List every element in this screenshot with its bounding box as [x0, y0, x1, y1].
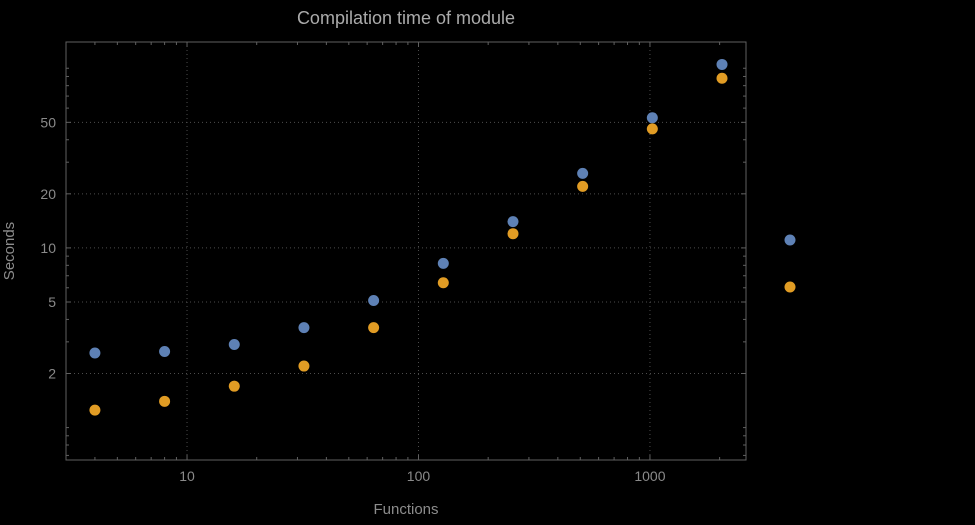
data-points	[89, 58, 728, 416]
data-point-series-blue	[507, 216, 519, 228]
data-point-series-blue	[716, 58, 728, 70]
data-point-series-blue	[89, 347, 101, 359]
y-tick-label: 20	[40, 186, 56, 202]
data-point-series-orange	[716, 72, 728, 84]
data-point-series-blue	[228, 339, 240, 351]
data-point-series-blue	[437, 257, 449, 269]
x-axis-label: Functions	[373, 501, 438, 518]
x-tick-label: 100	[407, 468, 431, 484]
data-point-series-blue	[368, 294, 380, 306]
data-point-series-blue	[577, 167, 589, 179]
legend-marker-series-blue	[784, 234, 796, 246]
data-point-series-orange	[577, 180, 589, 192]
tick-labels: 10 100 1000 2 5 10 20 50	[40, 114, 665, 484]
y-tick-label: 10	[40, 240, 56, 256]
y-tick-label: 50	[40, 114, 56, 130]
y-tick-label: 2	[48, 365, 56, 381]
y-axis-label: Seconds	[1, 222, 18, 280]
x-tick-label: 10	[179, 468, 195, 484]
plot-frame	[65, 41, 747, 461]
legend	[784, 234, 796, 293]
data-point-series-blue	[646, 112, 658, 124]
gridlines	[66, 42, 746, 460]
data-point-series-orange	[437, 277, 449, 289]
chart-title: Compilation time of module	[297, 8, 515, 28]
data-point-series-orange	[228, 380, 240, 392]
data-point-series-orange	[507, 228, 519, 240]
y-tick-label: 5	[48, 294, 56, 310]
data-point-series-blue	[159, 346, 171, 358]
data-point-series-orange	[298, 360, 310, 372]
x-tick-label: 1000	[634, 468, 665, 484]
legend-marker-series-orange	[784, 281, 796, 293]
data-point-series-orange	[89, 404, 101, 416]
data-point-series-orange	[159, 395, 171, 407]
data-point-series-orange	[368, 322, 380, 334]
data-point-series-blue	[298, 322, 310, 334]
data-point-series-orange	[646, 123, 658, 135]
